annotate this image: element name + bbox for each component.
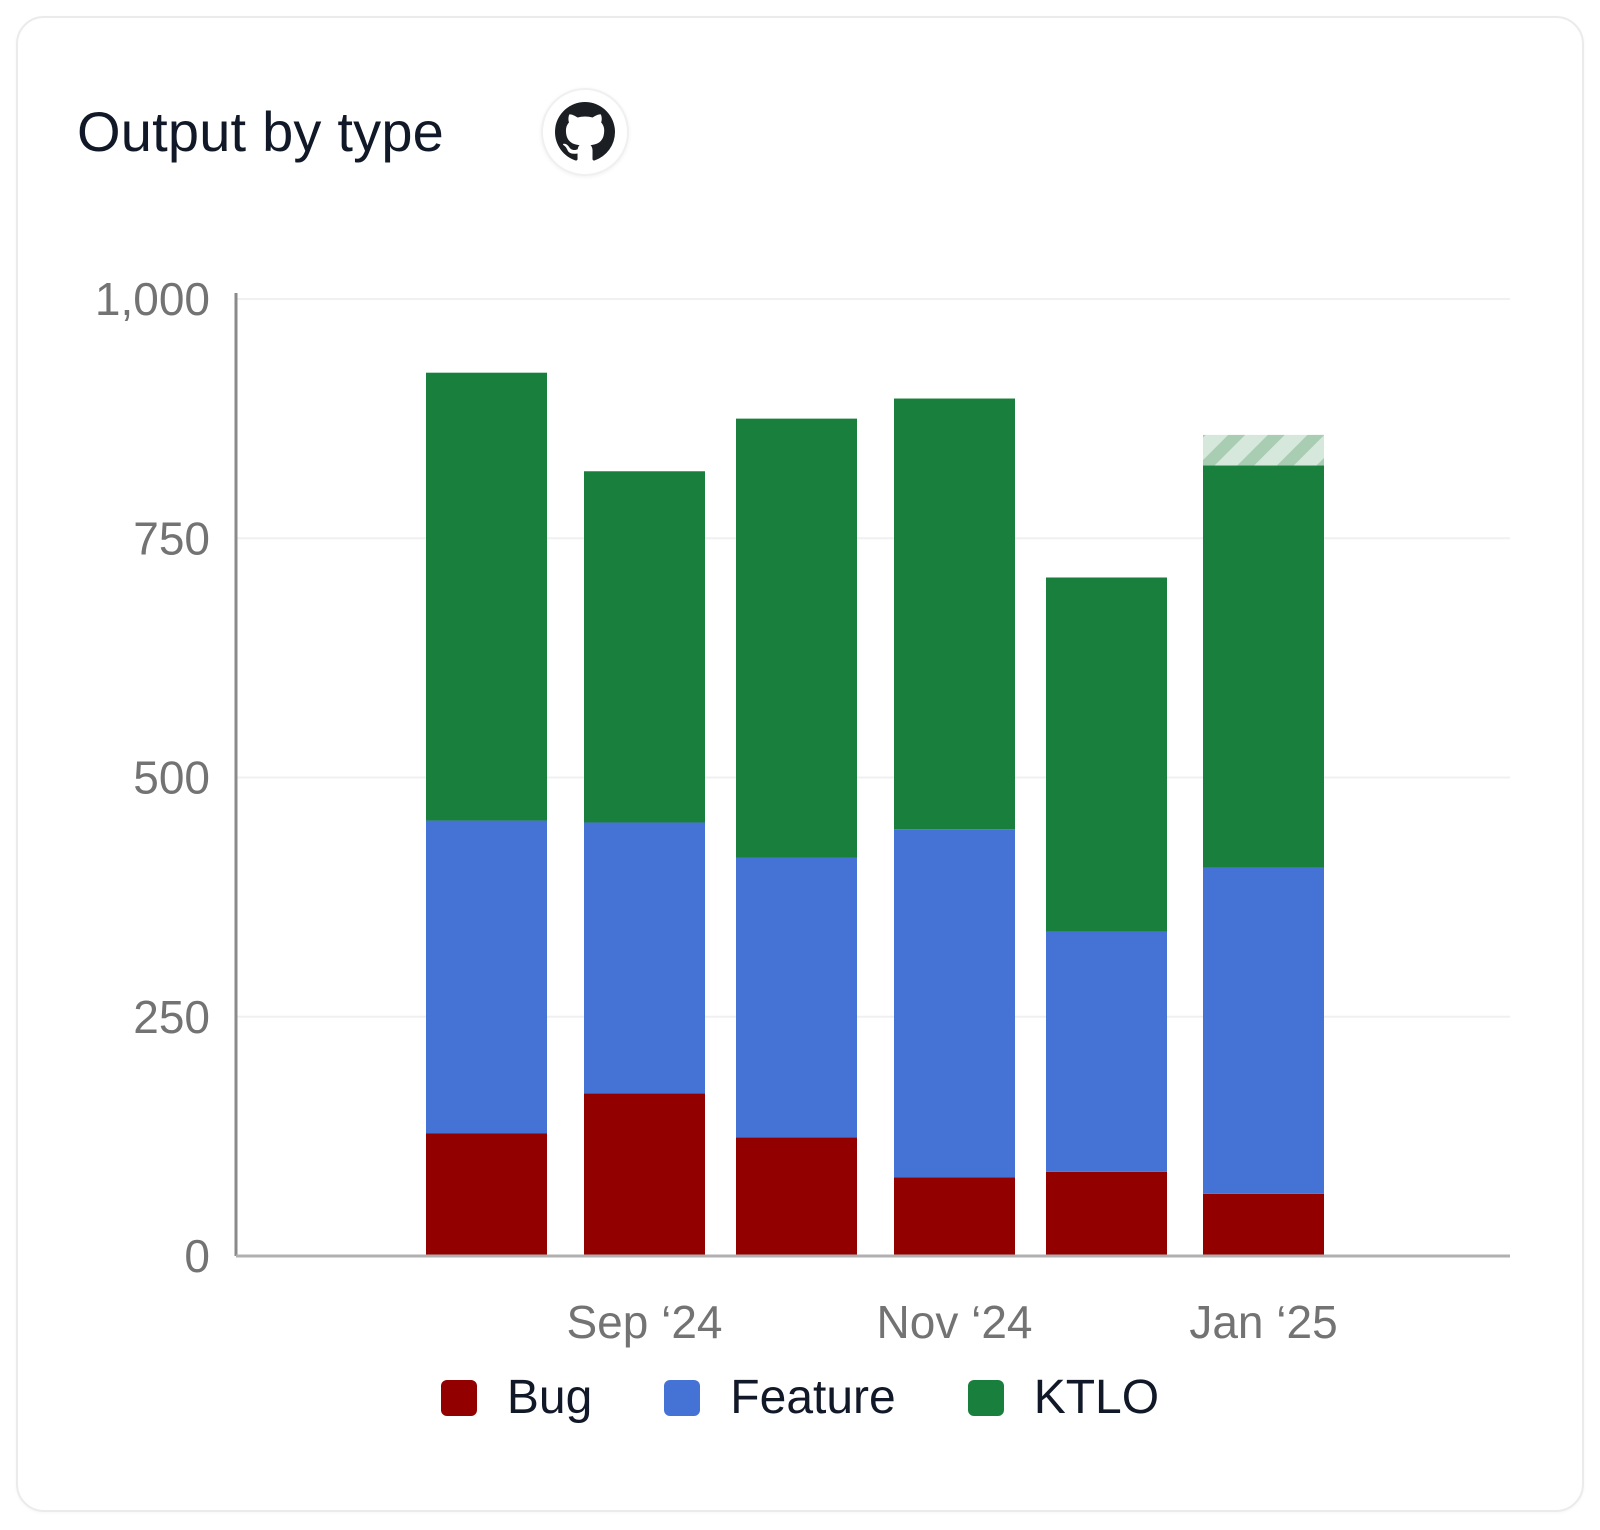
bar-segment-ktlo-3[interactable] [736, 418, 857, 858]
y-tick-label: 1,000 [95, 273, 210, 325]
y-tick-label: 750 [133, 512, 210, 564]
legend-swatch [664, 1380, 701, 1416]
x-tick-label: Jan ‘25 [1189, 1296, 1337, 1348]
legend-label: Feature [730, 1371, 896, 1424]
y-tick-label: 500 [133, 752, 210, 804]
github-icon [555, 102, 615, 161]
legend-label: KTLO [1033, 1371, 1160, 1424]
bar-segment-ktlo-6[interactable] [1203, 465, 1324, 868]
x-tick-label: Nov ‘24 [877, 1296, 1033, 1348]
bar-segment-feature-6[interactable] [1203, 867, 1324, 1194]
y-tick-label: 250 [133, 991, 210, 1043]
legend-swatch [967, 1380, 1004, 1416]
y-axis-ticks: 0 250 500 750 1,000 [95, 273, 210, 1282]
bar-segment-bug-3[interactable] [736, 1137, 857, 1256]
bar-segment-ktlo-2[interactable] [584, 471, 705, 823]
x-tick-label: Sep ‘24 [566, 1296, 722, 1348]
bar-segment-ktlo-4[interactable] [894, 398, 1015, 830]
bar-segment-feature-2[interactable] [584, 822, 705, 1094]
bar-segment-feature-4[interactable] [894, 829, 1015, 1178]
bars [426, 372, 1324, 1256]
legend-swatch [440, 1380, 477, 1416]
bar-segment-bug-2[interactable] [584, 1093, 705, 1256]
bar-segment-bug-5[interactable] [1046, 1171, 1167, 1256]
legend-item-ktlo[interactable]: KTLO [967, 1370, 1160, 1426]
bar-segment-feature-3[interactable] [736, 857, 857, 1138]
legend-item-feature[interactable]: Feature [664, 1370, 896, 1426]
bar-segment-bug-6[interactable] [1203, 1193, 1324, 1256]
bar-segment-feature-5[interactable] [1046, 931, 1167, 1172]
y-tick-label: 0 [184, 1230, 210, 1282]
card-title: Output by type [77, 100, 445, 163]
chart-legend: Bug Feature KTLO [0, 1370, 1600, 1426]
x-axis-ticks: Sep ‘24 Nov ‘24 Jan ‘25 [566, 1296, 1337, 1348]
bar-segment-ktlo-1[interactable] [426, 372, 547, 821]
legend-item-bug[interactable]: Bug [440, 1370, 593, 1426]
github-source-badge[interactable] [541, 88, 629, 176]
bar-segment-bug-1[interactable] [426, 1133, 547, 1256]
bar-segment-projected-6[interactable] [1203, 434, 1324, 466]
bar-segment-feature-1[interactable] [426, 820, 547, 1134]
bar-segment-ktlo-5[interactable] [1046, 577, 1167, 932]
axes [234, 293, 1510, 1258]
bar-segment-bug-4[interactable] [894, 1177, 1015, 1256]
legend-label: Bug [506, 1371, 593, 1424]
